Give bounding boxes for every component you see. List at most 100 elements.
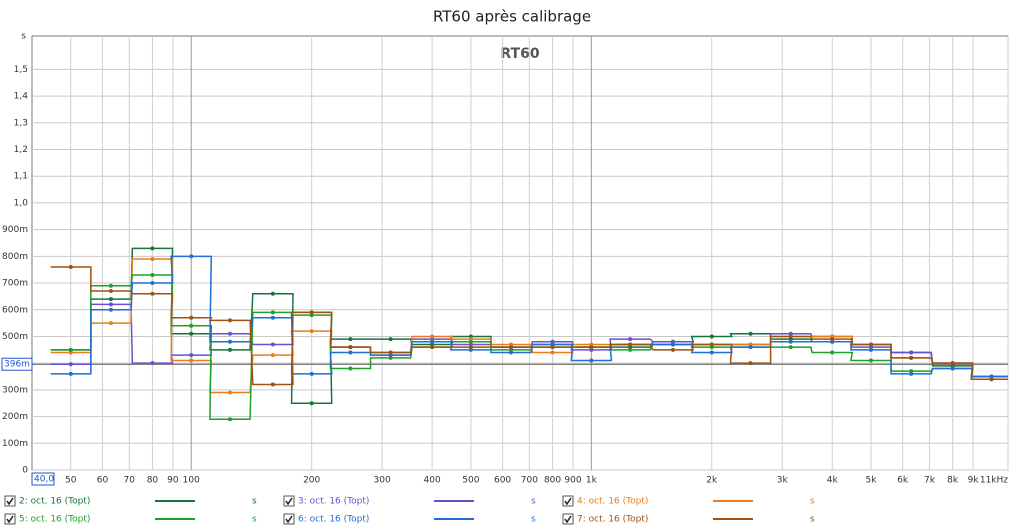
legend-check[interactable] [564,515,572,524]
legend-check[interactable] [6,497,14,506]
data-point [270,353,275,358]
data-point [509,345,514,350]
legend-label: 6: oct. 16 (Topt) [298,515,369,525]
data-point [189,353,194,358]
data-point [628,342,633,347]
legend-checkbox[interactable] [4,513,16,525]
y-tick-label: 1,2 [14,145,28,155]
data-point [468,345,473,350]
data-point [309,371,314,376]
x-tick-label: 200 [303,476,320,486]
data-point [830,350,835,355]
x-cursor-box [31,472,55,486]
data-point [227,417,232,422]
x-tick-label: 8k [947,476,959,486]
legend-checkbox[interactable] [562,495,574,507]
data-point [150,246,155,251]
data-point [950,361,955,366]
x-tick-label: 800 [544,476,561,486]
data-point [748,345,753,350]
y-tick-label: 0 [22,466,28,476]
data-point [788,339,793,344]
data-point [830,337,835,342]
data-point [309,310,314,315]
legend-label: 2: oct. 16 (Topt) [19,497,90,507]
data-point [309,329,314,334]
data-point [348,345,353,350]
x-tick-label: 70 [124,476,136,486]
y-tick-label: 900m [2,225,28,235]
y-tick-label: 700m [2,279,28,289]
data-point [388,337,393,342]
data-point [628,347,633,352]
legend-checkbox[interactable] [283,513,295,525]
data-point [68,362,73,367]
x-tick-label: 60 [97,476,109,486]
x-tick-label: 300 [374,476,391,486]
data-point [270,310,275,315]
reference-label-box [1,357,33,371]
legend-label: 7: oct. 16 (Topt) [577,515,648,525]
data-point [189,254,194,259]
data-point [108,297,113,302]
data-point [189,323,194,328]
data-point [348,337,353,342]
x-tick-label: 7k [924,476,936,486]
data-point [430,334,435,339]
x-tick-label: 5k [866,476,878,486]
x-tick-label: 400 [424,476,441,486]
legend-unit: s [252,515,257,525]
x-tick-label: 500 [462,476,479,486]
legend-checkbox[interactable] [562,513,574,525]
data-point [227,318,232,323]
data-point [550,345,555,350]
x-tick-label: 4k [827,476,839,486]
legend-checkbox[interactable] [283,495,295,507]
x-tick-label: 600 [494,476,511,486]
data-point [430,345,435,350]
y-tick-label: 1,1 [14,172,28,182]
data-point [868,342,873,347]
legend-check[interactable] [285,515,293,524]
x-tick-label: 100 [183,476,200,486]
legend-unit: s [810,515,815,525]
data-point [227,347,232,352]
x-tick-label: 9k [968,476,980,486]
data-point [989,377,994,382]
data-point [709,350,714,355]
y-unit: s [21,32,26,42]
x-tick-label: 50 [65,476,77,486]
data-point [509,350,514,355]
data-point [189,315,194,320]
data-point [709,334,714,339]
data-point [108,302,113,307]
legend-label: 4: oct. 16 (Topt) [577,497,648,507]
y-tick-label: 100m [2,439,28,449]
legend-check[interactable] [285,497,293,506]
y-tick-label: 600m [2,305,28,315]
x-tick-label: 11kHz [980,476,1008,486]
x-tick-label: 1k [586,476,598,486]
data-point [348,366,353,371]
legend-check[interactable] [564,497,572,506]
data-point [68,265,73,270]
inner-title: RT60 [500,46,539,62]
x-tick-label: 2k [706,476,718,486]
data-point [108,307,113,312]
data-point [150,281,155,286]
data-point [628,337,633,342]
data-point [788,345,793,350]
chart-title: RT60 après calibrage [433,8,591,26]
data-point [868,347,873,352]
plot-area [31,35,1009,471]
data-point [709,342,714,347]
legend-check[interactable] [6,515,14,524]
legend-unit: s [531,497,536,507]
x-tick-label: 80 [147,476,159,486]
data-point [909,355,914,360]
legend-checkbox[interactable] [4,495,16,507]
x-tick-label: 700 [521,476,538,486]
data-point [68,371,73,376]
reference-label: 396m [4,360,30,370]
